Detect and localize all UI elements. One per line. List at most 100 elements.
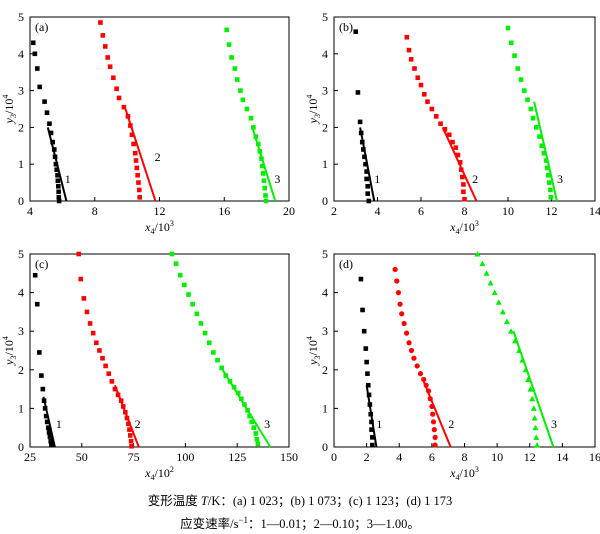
x-axis-exp: 3	[170, 219, 174, 228]
x-tick-label: 125	[228, 450, 246, 464]
y-tick-label: 2	[322, 120, 328, 134]
data-point	[121, 104, 127, 110]
data-point	[254, 436, 260, 442]
data-point	[364, 176, 369, 182]
data-point	[52, 154, 58, 160]
y-tick-label: 2	[18, 363, 24, 377]
data-point	[363, 346, 369, 351]
data-point	[48, 438, 54, 444]
data-point	[55, 178, 61, 184]
x-axis-exp: 3	[475, 465, 479, 474]
caption-strain-rates: ：1—0.01；2—0.10；3—1.00。	[248, 517, 420, 531]
caption-line-2: 应变速率/s−1：1—0.01；2—0.10；3—1.00。	[0, 513, 600, 532]
x-axis-label: x4/103	[449, 219, 479, 236]
data-point	[512, 53, 517, 58]
data-point	[408, 57, 414, 62]
y-tick-label: 0	[322, 440, 328, 454]
data-point	[495, 299, 502, 305]
data-point	[453, 145, 459, 150]
data-point	[404, 34, 410, 40]
data-point	[360, 307, 365, 313]
data-point	[227, 379, 233, 384]
y-axis-exp: 4	[1, 95, 10, 99]
data-point	[215, 357, 220, 363]
data-point	[505, 25, 511, 31]
data-point	[421, 91, 427, 97]
data-point	[355, 90, 361, 95]
data-point	[194, 311, 200, 317]
data-point	[365, 371, 370, 376]
panel-label: (d)	[339, 257, 353, 271]
data-point	[87, 321, 93, 326]
y-axis-var: y	[306, 117, 320, 124]
data-point	[530, 115, 536, 121]
data-point	[128, 438, 134, 444]
series-label: 2	[155, 150, 161, 164]
data-point	[124, 415, 130, 421]
data-point	[543, 158, 549, 163]
data-point	[226, 42, 232, 47]
x-axis-unit: /10	[154, 220, 169, 234]
data-point	[135, 172, 140, 178]
data-point	[418, 82, 424, 88]
x-tick-label: 12	[546, 204, 558, 218]
x-axis-sub: 4	[150, 227, 154, 236]
x-tick-label: 16	[218, 204, 230, 218]
data-point	[42, 99, 47, 104]
x-axis-var: x	[449, 220, 456, 234]
data-point	[259, 163, 265, 169]
data-point	[55, 172, 60, 178]
y-axis-sub: 3	[9, 114, 18, 118]
x-tick-label: 50	[76, 450, 88, 464]
data-point	[115, 392, 121, 398]
data-point	[525, 376, 532, 382]
data-point	[525, 97, 530, 103]
y-tick-label: 3	[18, 324, 24, 338]
y-axis-label: y3/104	[1, 95, 18, 125]
data-point	[458, 167, 464, 173]
data-point	[46, 430, 52, 435]
data-point	[247, 413, 252, 419]
data-point	[358, 130, 364, 136]
data-point	[531, 415, 538, 421]
data-point	[51, 147, 57, 152]
caption-temperatures: /K：(a) 1 023；(b) 1 073；(c) 1 123；(d) 1 1…	[207, 494, 453, 508]
data-point	[429, 403, 435, 410]
data-point	[238, 88, 243, 93]
data-point	[32, 51, 38, 57]
caption-line-1: 变形温度 T/K：(a) 1 023；(b) 1 073；(c) 1 123；(…	[0, 490, 600, 509]
data-point	[392, 266, 398, 273]
data-point	[408, 347, 415, 354]
data-point	[198, 321, 204, 326]
y-tick-label: 5	[322, 247, 328, 261]
data-point	[369, 419, 374, 425]
x-tick-label: 14	[556, 450, 568, 464]
data-point	[529, 395, 536, 402]
data-point	[399, 311, 405, 317]
y-tick-label: 5	[322, 10, 328, 24]
data-point	[438, 121, 443, 127]
data-point	[528, 106, 534, 112]
data-point	[533, 125, 539, 130]
data-point	[231, 384, 237, 390]
data-point	[125, 114, 131, 119]
data-point	[432, 434, 438, 440]
data-point	[483, 270, 490, 276]
data-point	[97, 348, 102, 353]
data-point	[116, 95, 122, 101]
data-point	[53, 161, 59, 167]
data-point	[361, 328, 367, 334]
data-point	[414, 363, 420, 369]
data-point	[369, 427, 374, 432]
y-axis-label: y3/104	[305, 95, 322, 125]
data-point	[136, 187, 142, 193]
data-point	[137, 195, 143, 200]
y-axis-sub: 3	[313, 114, 322, 118]
y-axis-exp: 4	[305, 95, 314, 99]
data-point	[260, 171, 266, 176]
panel-label: (b)	[339, 20, 353, 34]
x-tick-label: 2	[331, 204, 337, 218]
data-point	[530, 405, 537, 411]
